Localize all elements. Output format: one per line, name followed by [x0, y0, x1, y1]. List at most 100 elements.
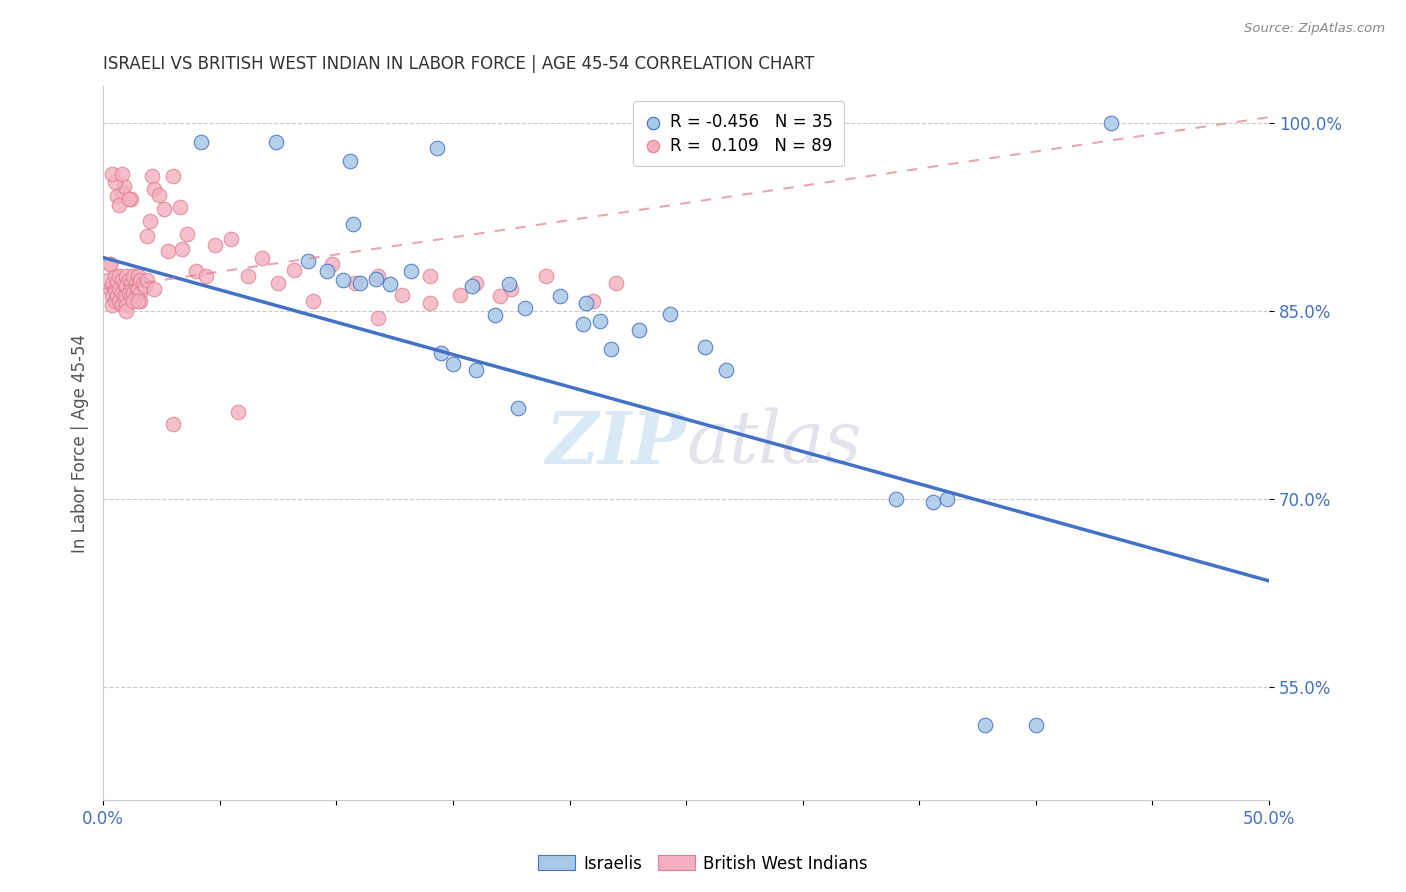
Point	[108, 198, 131, 212]
Point	[264, 135, 287, 149]
Point	[176, 227, 198, 241]
Point	[118, 285, 141, 300]
Point	[143, 282, 166, 296]
Point	[419, 269, 441, 284]
Point	[501, 282, 523, 296]
Point	[250, 251, 273, 265]
Point	[1099, 116, 1122, 130]
Point	[169, 200, 191, 214]
Point	[115, 269, 138, 284]
Point	[419, 295, 441, 310]
Point	[484, 308, 506, 322]
Point	[97, 273, 120, 287]
Point	[129, 273, 152, 287]
Point	[127, 294, 149, 309]
Point	[148, 187, 170, 202]
Point	[693, 339, 716, 353]
Point	[628, 323, 651, 337]
Point	[364, 272, 387, 286]
Point	[267, 276, 290, 290]
Point	[101, 277, 124, 291]
Point	[125, 289, 148, 303]
Text: ZIP: ZIP	[546, 408, 686, 478]
Point	[488, 289, 510, 303]
Point	[283, 263, 305, 277]
Point	[378, 277, 401, 291]
Point	[111, 285, 134, 300]
Point	[141, 169, 163, 183]
Point	[204, 238, 226, 252]
Point	[101, 298, 124, 312]
Point	[118, 192, 141, 206]
Point	[115, 279, 138, 293]
Text: atlas: atlas	[686, 408, 862, 478]
Point	[391, 288, 413, 302]
Point	[430, 345, 453, 359]
Point	[139, 214, 162, 228]
Point	[122, 285, 145, 300]
Point	[108, 294, 131, 309]
Point	[108, 269, 131, 284]
Point	[343, 276, 366, 290]
Text: Source: ZipAtlas.com: Source: ZipAtlas.com	[1244, 22, 1385, 36]
Point	[449, 288, 471, 302]
Point	[104, 294, 127, 309]
Point	[465, 276, 488, 290]
Point	[332, 273, 354, 287]
Point	[498, 277, 520, 291]
Point	[221, 232, 243, 246]
Point	[515, 301, 537, 315]
Point	[321, 257, 343, 271]
Text: ISRAELI VS BRITISH WEST INDIAN IN LABOR FORCE | AGE 45-54 CORRELATION CHART: ISRAELI VS BRITISH WEST INDIAN IN LABOR …	[103, 55, 814, 73]
Point	[714, 363, 737, 377]
Point	[120, 289, 142, 303]
Point	[162, 169, 184, 183]
Point	[922, 495, 945, 509]
Point	[98, 257, 121, 271]
Point	[143, 181, 166, 195]
Point	[105, 289, 128, 303]
Point	[367, 269, 389, 284]
Point	[127, 282, 149, 296]
Point	[157, 244, 180, 259]
Point	[122, 269, 145, 284]
Point	[111, 167, 134, 181]
Point	[122, 294, 145, 309]
Point	[120, 277, 142, 291]
Point	[104, 283, 127, 297]
Point	[302, 294, 325, 309]
Point	[186, 264, 208, 278]
Point	[548, 289, 571, 303]
Legend: R = -0.456   N = 35, R =  0.109   N = 89: R = -0.456 N = 35, R = 0.109 N = 89	[633, 102, 844, 167]
Point	[112, 179, 135, 194]
Point	[316, 264, 339, 278]
Point	[101, 167, 124, 181]
Point	[112, 277, 135, 291]
Point	[973, 718, 995, 732]
Point	[136, 273, 159, 287]
Point	[589, 314, 612, 328]
Point	[129, 294, 152, 309]
Point	[172, 242, 194, 256]
Point	[105, 274, 128, 288]
Point	[132, 277, 155, 291]
Point	[136, 229, 159, 244]
Point	[194, 269, 217, 284]
Point	[105, 189, 128, 203]
Point	[104, 269, 127, 284]
Point	[508, 401, 530, 415]
Point	[465, 363, 488, 377]
Point	[134, 279, 156, 293]
Point	[125, 277, 148, 291]
Point	[582, 294, 605, 309]
Legend: Israelis, British West Indians: Israelis, British West Indians	[531, 848, 875, 880]
Point	[111, 297, 134, 311]
Point	[120, 192, 142, 206]
Point	[190, 135, 212, 149]
Point	[108, 282, 131, 296]
Point	[98, 282, 121, 296]
Point	[572, 317, 595, 331]
Point	[115, 304, 138, 318]
Point	[111, 186, 134, 200]
Point	[115, 298, 138, 312]
